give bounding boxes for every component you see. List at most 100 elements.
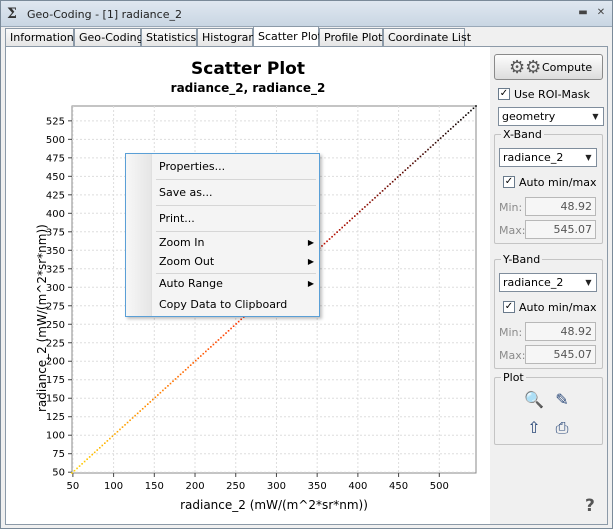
scatter-point — [237, 320, 240, 323]
tab-statistics[interactable]: Statistics — [141, 28, 197, 47]
plot-subtitle: radiance_2, radiance_2 — [170, 81, 326, 95]
scatter-point — [109, 437, 111, 440]
y-tick-label: 225 — [46, 338, 65, 349]
scatter-point — [462, 116, 465, 119]
scatter-point — [460, 118, 462, 121]
y-max-field[interactable]: 545.07 — [525, 345, 596, 364]
x-band-select[interactable]: radiance_2 ▼ — [499, 148, 597, 167]
scatter-point — [449, 128, 452, 130]
scatter-point — [343, 224, 346, 227]
edit-icon[interactable]: ✎ — [555, 390, 569, 409]
scatter-point — [141, 407, 144, 410]
x-max-label: Max: — [499, 224, 526, 237]
scatter-point — [177, 375, 179, 378]
menu-item-zoom-in[interactable]: Zoom In ▶ — [159, 234, 314, 252]
title-bar: Σ Geo-Coding - [1] radiance_2 ▬ ✕ — [1, 1, 612, 27]
chevron-down-icon: ▼ — [585, 153, 592, 162]
scatter-plot-panel[interactable]: Scatter Plot radiance_2, radiance_2 50 10… — [6, 47, 490, 524]
scatter-point — [467, 112, 470, 114]
scatter-point — [374, 196, 376, 199]
menu-item-label: Copy Data to Clipboard — [159, 298, 288, 311]
scatter-point — [205, 350, 207, 353]
x-min-field[interactable]: 48.92 — [525, 197, 596, 216]
menu-item-label: Print... — [159, 212, 195, 225]
use-roi-mask-checkbox[interactable]: ✓ — [498, 88, 510, 100]
y-tick-label: 150 — [46, 394, 65, 405]
y-tick-label: 100 — [46, 431, 65, 442]
y-max-label: Max: — [499, 349, 526, 362]
y-tick-label: 350 — [46, 246, 65, 257]
scatter-point — [356, 213, 359, 215]
scatter-point — [184, 368, 187, 371]
scatter-point — [106, 440, 109, 442]
y-band-select[interactable]: radiance_2 ▼ — [499, 273, 597, 292]
x-max-field[interactable]: 545.07 — [525, 220, 596, 239]
scatter-point — [121, 426, 124, 428]
scatter-point — [447, 130, 450, 133]
x-auto-minmax-checkbox[interactable]: ✓ — [503, 176, 515, 188]
scatter-point — [333, 233, 336, 236]
export-icon[interactable]: ⇧ — [527, 418, 541, 437]
y-auto-minmax-checkbox[interactable]: ✓ — [503, 301, 515, 313]
x-auto-minmax-label: Auto min/max — [519, 176, 597, 189]
tab-geo-coding[interactable]: Geo-Coding — [74, 28, 144, 47]
scatter-point — [429, 146, 432, 149]
menu-item-print[interactable]: Print... — [159, 210, 314, 228]
roi-mask-value: geometry — [502, 110, 556, 123]
scatter-point — [328, 238, 331, 240]
y-tick-label: 75 — [52, 449, 65, 460]
menu-item-properties[interactable]: Properties... — [159, 158, 314, 176]
submenu-arrow-icon: ▶ — [307, 257, 314, 266]
y-tick-label: 450 — [46, 172, 65, 183]
plot-title: Scatter Plot — [191, 59, 305, 79]
close-icon[interactable]: ✕ — [596, 7, 606, 18]
plot-tools-group: Plot 🔍 ✎ ⇧ ⎙ — [494, 371, 603, 445]
scatter-point — [101, 444, 104, 447]
scatter-point — [422, 153, 424, 155]
roi-mask-select[interactable]: geometry ▼ — [498, 107, 604, 126]
tab-profile-plot[interactable]: Profile Plot — [319, 28, 383, 47]
scatter-point — [359, 210, 361, 213]
scatter-point — [172, 380, 174, 383]
scatter-point — [207, 348, 210, 350]
zoom-icon[interactable]: 🔍 — [524, 390, 544, 409]
scatter-point — [452, 125, 455, 128]
x-tick-label: 50 — [67, 481, 80, 492]
scatter-settings-panel: ⚙⚙ Compute ✓ Use ROI-Mask geometry ▼ X-B… — [490, 47, 609, 524]
scatter-point — [427, 148, 429, 151]
scatter-point — [131, 417, 134, 419]
scatter-point — [124, 424, 126, 426]
scatter-point — [225, 332, 227, 334]
help-icon[interactable]: ? — [585, 496, 595, 516]
menu-item-zoom-out[interactable]: Zoom Out ▶ — [159, 253, 314, 271]
tab-histogram[interactable]: Histogram — [197, 28, 259, 47]
scatter-point — [417, 157, 419, 160]
tab-coordinate-list[interactable]: Coordinate List — [383, 28, 471, 47]
y-tick-label: 125 — [46, 412, 65, 423]
minimize-icon[interactable]: ▬ — [578, 7, 588, 18]
scatter-point — [465, 114, 467, 116]
scatter-point — [96, 449, 99, 451]
menu-item-auto-range[interactable]: Auto Range ▶ — [159, 275, 314, 293]
tab-scatter-plot[interactable]: Scatter Plot — [253, 26, 322, 47]
scatter-point — [146, 403, 149, 405]
menu-item-copy-data[interactable]: Copy Data to Clipboard — [159, 296, 314, 314]
scatter-point — [341, 226, 343, 229]
compute-button[interactable]: ⚙⚙ Compute — [494, 54, 603, 80]
submenu-arrow-icon: ▶ — [307, 279, 314, 288]
scatter-point — [152, 398, 154, 401]
scatter-point — [331, 235, 333, 238]
sigma-icon: Σ — [7, 6, 17, 22]
y-tick-label: 475 — [46, 153, 65, 164]
x-tick-label: 350 — [308, 481, 327, 492]
print-icon[interactable]: ⎙ — [555, 418, 569, 437]
scatter-point — [412, 162, 414, 165]
window-title: Geo-Coding - [1] radiance_2 — [27, 8, 182, 21]
scatter-point — [139, 410, 141, 412]
tab-information[interactable]: Information — [5, 28, 74, 47]
scatter-point — [419, 155, 422, 158]
y-min-field[interactable]: 48.92 — [525, 322, 596, 341]
gear-icon: ⚙⚙ — [509, 57, 542, 78]
menu-item-save-as[interactable]: Save as... — [159, 184, 314, 202]
scatter-point — [444, 132, 447, 135]
